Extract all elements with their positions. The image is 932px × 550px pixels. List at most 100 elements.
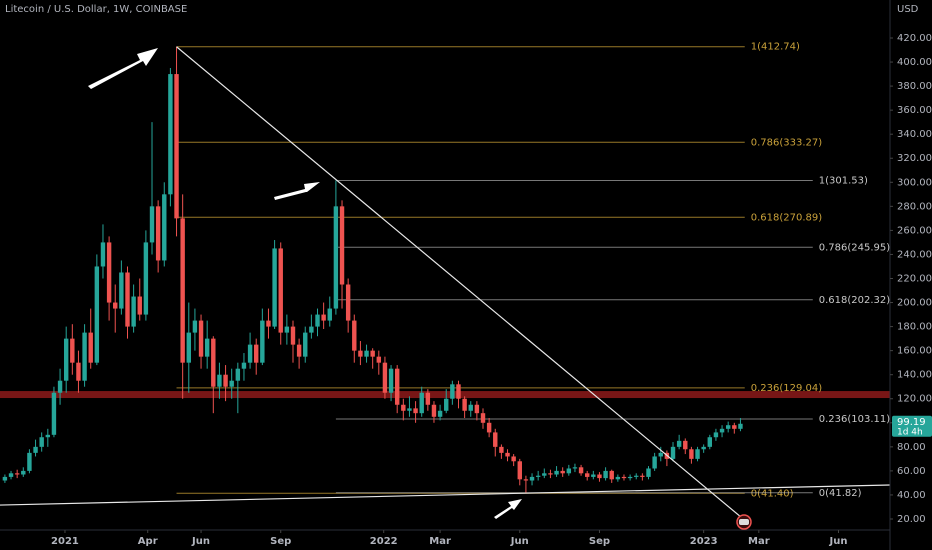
candle-body xyxy=(370,350,375,357)
candle-body xyxy=(719,428,725,433)
candle-body xyxy=(272,248,277,327)
y-tick-label: 120.00 xyxy=(897,394,932,405)
y-tick-label: 140.00 xyxy=(897,370,932,381)
candle-body xyxy=(615,476,621,480)
y-tick-label: 280.00 xyxy=(897,201,932,212)
candle-body xyxy=(450,384,455,399)
candle-body xyxy=(303,332,308,357)
candle-body xyxy=(278,248,283,333)
candle-body xyxy=(670,446,676,459)
candle-body xyxy=(591,474,596,477)
fib-label: 0(41.40) xyxy=(751,488,794,499)
y-tick-label: 400.00 xyxy=(897,57,932,68)
candle-body xyxy=(517,461,522,480)
y-tick-label: 340.00 xyxy=(897,129,932,140)
x-tick-label: Jun xyxy=(510,536,529,547)
candle-body xyxy=(597,474,602,479)
candle-body xyxy=(621,476,627,479)
handle-icon-inner[interactable] xyxy=(739,519,749,525)
last-price-label: 99.19 xyxy=(897,417,926,428)
candle-body xyxy=(284,326,290,333)
candle-body xyxy=(125,272,130,327)
candle-body xyxy=(88,332,93,363)
fib-label: 0.618(270.89) xyxy=(751,212,823,223)
candle-body xyxy=(713,432,719,438)
candle-body xyxy=(376,356,382,363)
candle-body xyxy=(725,425,731,429)
candle-body xyxy=(419,392,424,414)
candle-body xyxy=(162,194,167,261)
candle-body xyxy=(480,413,486,423)
x-tick-label: Jun xyxy=(191,536,210,547)
candle-body xyxy=(155,206,161,261)
candle-body xyxy=(45,434,51,438)
candle-body xyxy=(266,320,271,327)
resistance-zone xyxy=(0,391,890,399)
candle-body xyxy=(223,374,228,387)
candle-body xyxy=(247,344,253,363)
y-tick-label: 220.00 xyxy=(897,273,932,284)
candle-body xyxy=(689,449,694,459)
y-tick-label: 260.00 xyxy=(897,225,932,236)
candle-body xyxy=(290,326,296,345)
x-tick-label: 2022 xyxy=(370,536,398,547)
x-tick-label: 2023 xyxy=(690,536,718,547)
candle-body xyxy=(254,344,259,363)
y-tick-label: 320.00 xyxy=(897,153,932,164)
candle-body xyxy=(27,452,32,471)
candle-body xyxy=(572,467,578,469)
candle-body xyxy=(229,380,234,387)
candle-body xyxy=(676,440,682,447)
candle-body xyxy=(39,437,44,447)
candle-body xyxy=(315,314,320,327)
candle-body xyxy=(131,296,136,327)
candle-body xyxy=(33,446,38,453)
candle-body xyxy=(535,475,541,477)
candle-body xyxy=(560,470,565,474)
candle-body xyxy=(732,425,737,429)
candle-body xyxy=(21,470,26,475)
candle-body xyxy=(211,338,216,387)
candle-body xyxy=(382,362,388,393)
candle-body xyxy=(499,446,504,453)
candle-body xyxy=(174,74,179,219)
candle-body xyxy=(51,392,57,435)
y-tick-label: 60.00 xyxy=(897,466,926,477)
candle-body xyxy=(235,368,241,381)
fib-label: 0.786(245.95) xyxy=(819,242,891,253)
candle-body xyxy=(180,218,185,363)
candle-body xyxy=(63,338,69,381)
last-price-box xyxy=(892,415,932,437)
candle-body xyxy=(640,475,645,477)
chart-title: Litecoin / U.S. Dollar, 1W, COINBASE xyxy=(5,4,187,15)
candle-body xyxy=(364,350,369,357)
candle-body xyxy=(358,350,363,357)
candle-body xyxy=(94,266,100,363)
annotation-arrows xyxy=(88,48,522,519)
y-tick-label: 300.00 xyxy=(897,177,932,188)
candle-body xyxy=(542,473,547,476)
candle-body xyxy=(137,296,142,315)
candle-body xyxy=(143,242,149,315)
y-tick-label: 80.00 xyxy=(897,442,926,453)
y-tick-label: 20.00 xyxy=(897,514,926,525)
y-tick-label: 380.00 xyxy=(897,81,932,92)
candle-body xyxy=(505,452,510,457)
y-tick-label: 40.00 xyxy=(897,490,926,501)
currency-label: USD xyxy=(897,4,919,15)
candle-body xyxy=(413,408,418,414)
candle-body xyxy=(2,476,8,481)
candle-body xyxy=(523,479,529,481)
y-tick-label: 200.00 xyxy=(897,298,932,309)
candle-body xyxy=(192,320,198,333)
candle-body xyxy=(149,206,155,243)
y-tick-label: 240.00 xyxy=(897,249,932,260)
candle-body xyxy=(260,320,265,363)
candle-body xyxy=(431,404,437,417)
candle-body xyxy=(339,206,345,285)
trendline xyxy=(176,46,746,521)
x-tick-label: Jun xyxy=(829,536,848,547)
candle-body xyxy=(407,408,412,411)
drawing-handle[interactable] xyxy=(736,514,752,530)
